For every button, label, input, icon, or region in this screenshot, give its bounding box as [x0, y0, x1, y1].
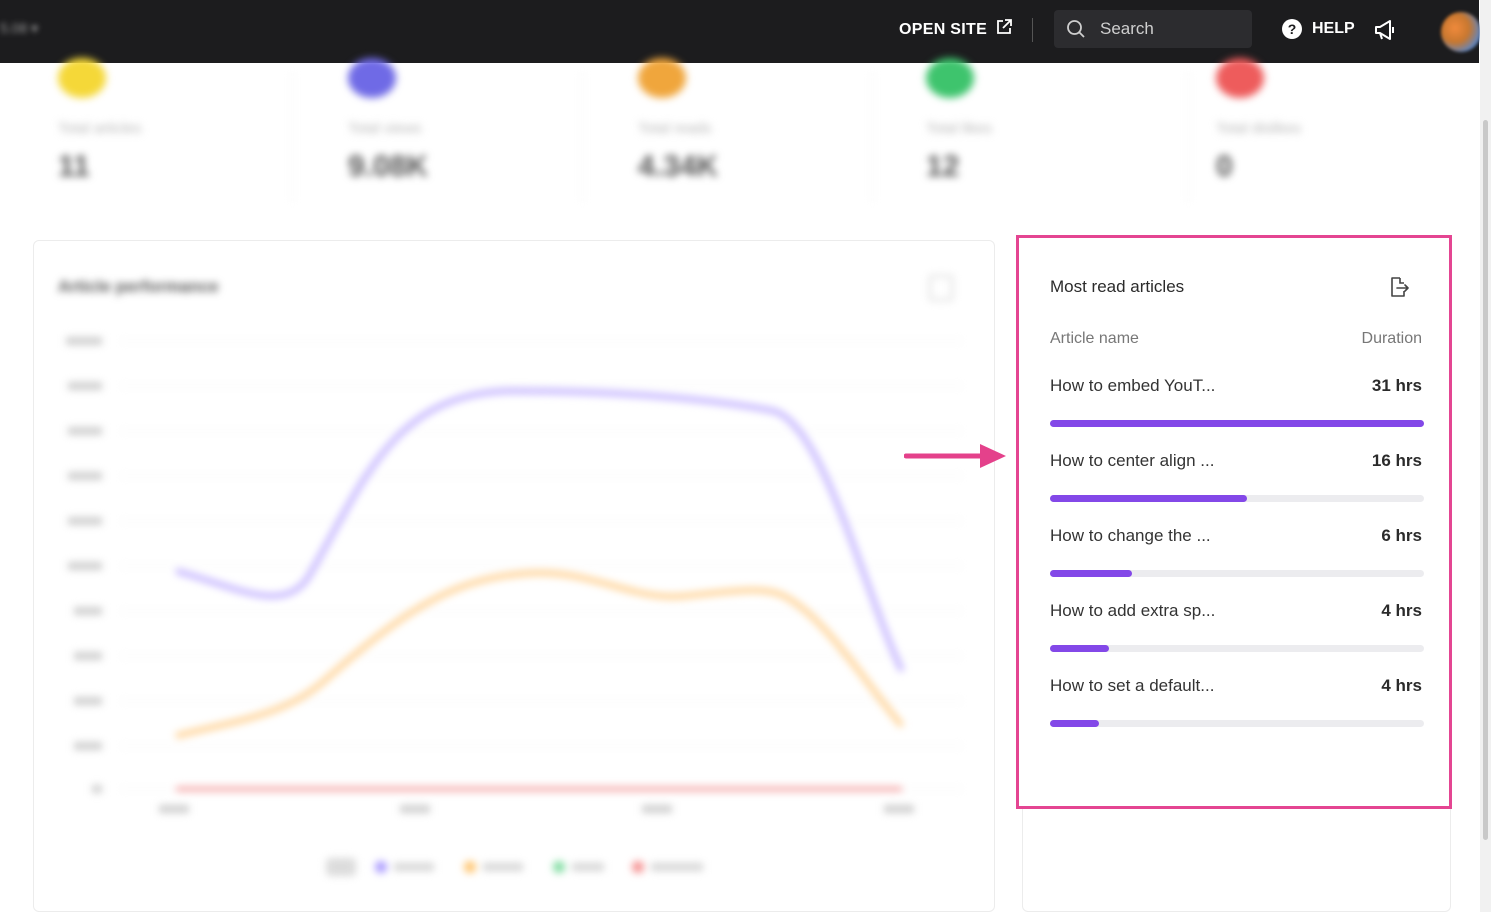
- stat-card: Total dislikes 0: [1178, 58, 1448, 202]
- help-label: HELP: [1312, 20, 1355, 37]
- pointer-arrow-icon: [904, 444, 1006, 468]
- progress-track: [1050, 645, 1424, 652]
- progress-track: [1050, 570, 1424, 577]
- export-icon: [929, 275, 953, 301]
- stat-card: Total views 9.08K: [310, 58, 580, 202]
- stat-value: 9.08K: [348, 150, 429, 183]
- progress-track: [1050, 420, 1424, 427]
- stat-divider: [1188, 72, 1189, 202]
- project-menu[interactable]: 5.08 ▾: [0, 20, 39, 36]
- article-duration: 6 hrs: [1381, 526, 1422, 545]
- stats-row: Total articles 11 Total views 9.08K Tota…: [20, 58, 1470, 212]
- avatar[interactable]: [1441, 12, 1481, 52]
- announcement-icon[interactable]: [1373, 19, 1397, 46]
- stat-icon: [58, 58, 106, 98]
- stat-label: Total articles: [58, 120, 142, 137]
- progress-fill: [1050, 495, 1247, 502]
- duration-header: Duration: [1361, 330, 1422, 347]
- performance-chart: [66, 337, 964, 876]
- article-name[interactable]: How to center align ...: [1050, 451, 1215, 470]
- stat-label: Total views: [348, 120, 422, 137]
- progress-track: [1050, 720, 1424, 727]
- stat-label: Total likes: [926, 120, 992, 137]
- progress-track: [1050, 495, 1424, 502]
- stat-value: 4.34K: [638, 150, 719, 183]
- stat-icon: [926, 58, 974, 98]
- article-duration: 31 hrs: [1371, 376, 1422, 395]
- stat-icon: [1216, 58, 1264, 98]
- stat-card: Total likes 12: [888, 58, 1158, 202]
- stat-card: Total articles 11: [20, 58, 290, 202]
- open-site-label: OPEN SITE: [899, 20, 988, 38]
- help-button[interactable]: ? HELP: [1282, 19, 1355, 39]
- stat-value: 12: [926, 150, 960, 183]
- question-icon: ?: [1282, 19, 1302, 39]
- article-name[interactable]: How to change the ...: [1050, 526, 1211, 545]
- article-duration: 4 hrs: [1381, 676, 1422, 695]
- most-read-articles-panel: Most read articles Article name Duration…: [1016, 235, 1452, 809]
- export-icon[interactable]: [1387, 276, 1409, 303]
- stat-icon: [638, 58, 686, 98]
- stat-label: Total reads: [638, 120, 712, 137]
- search-icon: [1066, 19, 1086, 39]
- stat-divider: [292, 72, 293, 202]
- stat-divider: [872, 72, 873, 202]
- page-scrollbar[interactable]: [1480, 0, 1491, 912]
- progress-fill: [1050, 570, 1133, 577]
- chart-title: Article performance: [58, 277, 219, 296]
- panel-title: Most read articles: [1050, 277, 1185, 296]
- stat-card: Total reads 4.34K: [600, 58, 870, 202]
- search-input[interactable]: Search: [1054, 10, 1252, 48]
- article-name[interactable]: How to embed YouT...: [1050, 376, 1216, 395]
- article-duration: 16 hrs: [1371, 451, 1422, 470]
- article-performance-card: Article performance: [33, 240, 995, 912]
- open-site-link[interactable]: OPEN SITE: [899, 18, 1013, 41]
- chart-blur-layer: Article performance: [34, 241, 994, 911]
- search-placeholder: Search: [1100, 19, 1154, 38]
- article-name[interactable]: How to set a default...: [1050, 676, 1215, 695]
- stat-value: 11: [58, 150, 90, 183]
- article-name[interactable]: How to add extra sp...: [1050, 601, 1216, 620]
- top-bar: 5.08 ▾ OPEN SITE Search ? HELP: [0, 0, 1481, 63]
- stat-value: 0: [1216, 150, 1233, 183]
- external-link-icon: [995, 18, 1013, 41]
- scrollbar-thumb[interactable]: [1483, 120, 1488, 840]
- progress-fill: [1050, 645, 1109, 652]
- stat-divider: [582, 72, 583, 202]
- article-name-header: Article name: [1050, 330, 1139, 347]
- progress-fill: [1050, 720, 1099, 727]
- stat-label: Total dislikes: [1216, 120, 1302, 137]
- stat-icon: [348, 58, 396, 98]
- topbar-divider: [1032, 18, 1033, 42]
- progress-fill: [1050, 420, 1424, 427]
- article-duration: 4 hrs: [1381, 601, 1422, 620]
